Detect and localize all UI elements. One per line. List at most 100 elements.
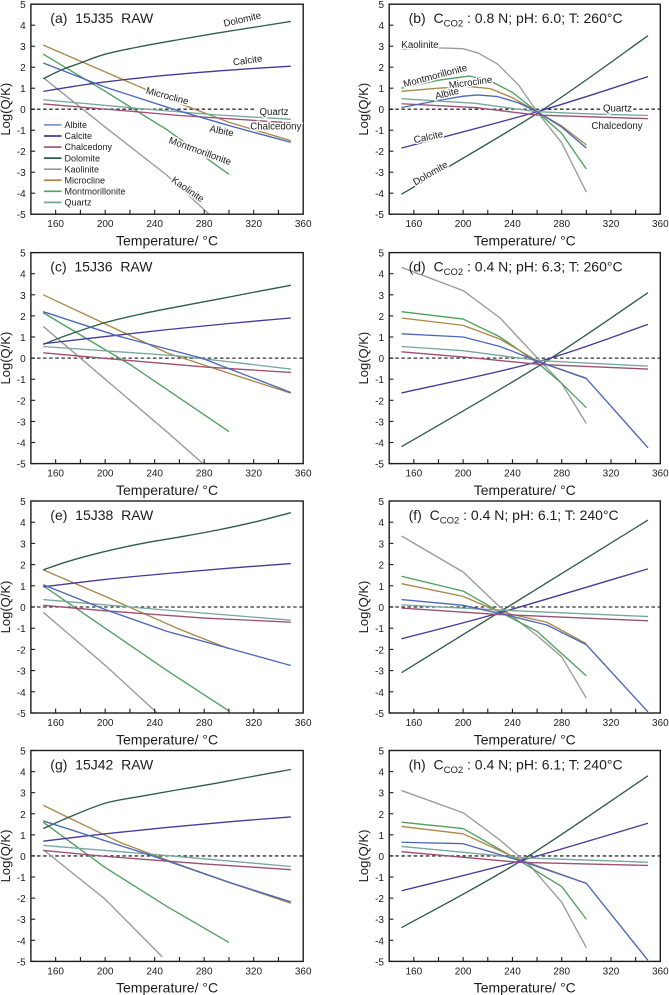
svg-text:2: 2 xyxy=(20,312,26,323)
svg-text:-1: -1 xyxy=(375,624,384,635)
svg-text:Log(Q/K): Log(Q/K) xyxy=(356,581,371,634)
svg-text:200: 200 xyxy=(455,469,472,480)
svg-text:4: 4 xyxy=(378,21,384,32)
svg-text:360: 360 xyxy=(295,469,312,480)
svg-text:0: 0 xyxy=(378,852,384,863)
svg-text:160: 160 xyxy=(47,219,64,230)
svg-text:-4: -4 xyxy=(375,189,384,200)
svg-text:3: 3 xyxy=(378,789,384,800)
svg-text:160: 160 xyxy=(406,966,423,977)
svg-text:-4: -4 xyxy=(17,688,26,699)
svg-text:3: 3 xyxy=(378,291,384,302)
svg-text:1: 1 xyxy=(20,831,26,842)
svg-text:1: 1 xyxy=(378,831,384,842)
svg-text:2: 2 xyxy=(20,63,26,74)
svg-text:Dolomite: Dolomite xyxy=(65,153,101,163)
svg-text:-5: -5 xyxy=(17,210,26,221)
svg-text:240: 240 xyxy=(146,219,163,230)
svg-text:Chalcedony: Chalcedony xyxy=(250,121,301,132)
svg-text:320: 320 xyxy=(245,219,262,230)
svg-text:160: 160 xyxy=(47,718,64,729)
svg-text:-1: -1 xyxy=(375,126,384,137)
svg-text:Temperature/ °C: Temperature/ °C xyxy=(474,731,576,747)
svg-text:-5: -5 xyxy=(375,709,384,720)
svg-text:280: 280 xyxy=(553,966,570,977)
svg-text:3: 3 xyxy=(20,539,26,550)
svg-text:-3: -3 xyxy=(17,168,26,179)
svg-text:-3: -3 xyxy=(17,667,26,678)
svg-text:Temperature/ °C: Temperature/ °C xyxy=(474,482,576,498)
svg-text:Log(Q/K): Log(Q/K) xyxy=(356,332,371,385)
svg-text:-1: -1 xyxy=(17,873,26,884)
svg-text:-5: -5 xyxy=(17,709,26,720)
svg-text:240: 240 xyxy=(504,966,521,977)
svg-text:Log(Q/K): Log(Q/K) xyxy=(0,83,13,136)
svg-text:360: 360 xyxy=(295,966,312,977)
svg-text:2: 2 xyxy=(20,561,26,572)
svg-text:Chalcedony: Chalcedony xyxy=(65,142,113,152)
svg-text:-2: -2 xyxy=(375,147,384,158)
svg-text:-2: -2 xyxy=(17,894,26,905)
svg-text:-2: -2 xyxy=(17,645,26,656)
svg-text:280: 280 xyxy=(196,469,213,480)
svg-text:-1: -1 xyxy=(17,126,26,137)
svg-text:Montmorillonite: Montmorillonite xyxy=(65,187,126,197)
svg-text:(f) CCO2 : 0.4 N; pH: 6.1; T:: (f) CCO2 : 0.4 N; pH: 6.1; T: 240°C xyxy=(409,507,619,527)
svg-text:Microcline: Microcline xyxy=(65,175,106,185)
svg-text:360: 360 xyxy=(652,219,669,230)
svg-text:240: 240 xyxy=(504,718,521,729)
svg-text:1: 1 xyxy=(20,582,26,593)
svg-text:3: 3 xyxy=(20,789,26,800)
svg-text:320: 320 xyxy=(245,966,262,977)
svg-text:0: 0 xyxy=(20,354,26,365)
svg-text:2: 2 xyxy=(378,63,384,74)
svg-text:240: 240 xyxy=(146,718,163,729)
svg-text:-4: -4 xyxy=(375,439,384,450)
svg-text:280: 280 xyxy=(196,718,213,729)
svg-text:0: 0 xyxy=(20,852,26,863)
svg-text:Calcite: Calcite xyxy=(65,131,93,141)
svg-text:-1: -1 xyxy=(375,873,384,884)
svg-text:360: 360 xyxy=(295,718,312,729)
svg-text:0: 0 xyxy=(378,105,384,116)
svg-text:-1: -1 xyxy=(17,624,26,635)
svg-text:360: 360 xyxy=(652,718,669,729)
svg-text:4: 4 xyxy=(20,518,26,529)
svg-text:-4: -4 xyxy=(375,936,384,947)
svg-text:-4: -4 xyxy=(375,688,384,699)
svg-text:5: 5 xyxy=(20,249,26,260)
svg-text:0: 0 xyxy=(378,354,384,365)
svg-text:4: 4 xyxy=(378,518,384,529)
svg-text:1: 1 xyxy=(378,84,384,95)
svg-text:240: 240 xyxy=(504,469,521,480)
svg-text:320: 320 xyxy=(245,718,262,729)
svg-text:Albite: Albite xyxy=(65,120,88,130)
svg-text:3: 3 xyxy=(20,291,26,302)
svg-text:240: 240 xyxy=(146,469,163,480)
svg-text:-3: -3 xyxy=(375,667,384,678)
svg-text:5: 5 xyxy=(378,497,384,508)
svg-text:200: 200 xyxy=(97,966,114,977)
svg-text:Temperature/ °C: Temperature/ °C xyxy=(116,482,218,498)
svg-text:2: 2 xyxy=(20,810,26,821)
svg-text:(e) 15J38 RAW: (e) 15J38 RAW xyxy=(50,507,154,523)
svg-text:280: 280 xyxy=(196,219,213,230)
svg-text:160: 160 xyxy=(406,469,423,480)
svg-text:-3: -3 xyxy=(17,417,26,428)
svg-text:0: 0 xyxy=(20,105,26,116)
svg-text:-3: -3 xyxy=(17,915,26,926)
svg-text:Quartz: Quartz xyxy=(65,198,93,208)
svg-text:-2: -2 xyxy=(17,147,26,158)
svg-text:200: 200 xyxy=(455,966,472,977)
svg-text:200: 200 xyxy=(455,219,472,230)
svg-text:1: 1 xyxy=(20,84,26,95)
svg-text:360: 360 xyxy=(295,219,312,230)
svg-text:360: 360 xyxy=(652,469,669,480)
svg-text:2: 2 xyxy=(378,561,384,572)
svg-text:Chalcedony: Chalcedony xyxy=(591,121,642,132)
svg-text:1: 1 xyxy=(378,333,384,344)
svg-text:-5: -5 xyxy=(375,957,384,968)
svg-text:280: 280 xyxy=(196,966,213,977)
svg-text:-5: -5 xyxy=(375,210,384,221)
svg-text:200: 200 xyxy=(97,718,114,729)
